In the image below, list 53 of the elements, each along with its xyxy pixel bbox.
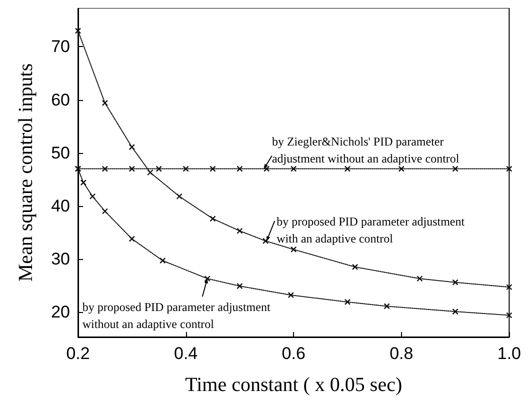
annotation: by proposed PID parameter adjustment without an adaptive control bbox=[82, 300, 271, 332]
x-axis-title: Time constant ( x 0.05 sec) bbox=[185, 374, 402, 396]
point bbox=[384, 303, 390, 310]
point bbox=[236, 282, 243, 290]
point bbox=[147, 169, 154, 176]
point bbox=[262, 238, 269, 244]
y-tick-label: 70 bbox=[51, 37, 70, 56]
point bbox=[288, 292, 294, 298]
annotation: by proposed PID parameter adjustment with an adaptive control bbox=[276, 214, 466, 246]
point bbox=[74, 28, 82, 34]
point bbox=[128, 236, 135, 242]
y-tick-label: 20 bbox=[51, 302, 70, 322]
point bbox=[452, 308, 458, 315]
point bbox=[156, 166, 162, 172]
point bbox=[128, 166, 135, 172]
point bbox=[176, 193, 182, 200]
point bbox=[102, 100, 108, 106]
point bbox=[80, 179, 86, 186]
point bbox=[506, 284, 512, 290]
point bbox=[210, 166, 216, 172]
point bbox=[204, 276, 210, 282]
point bbox=[236, 228, 243, 234]
point bbox=[452, 279, 458, 286]
y-tick-label: 30 bbox=[51, 249, 70, 268]
x-tick-label: 0.4 bbox=[174, 344, 198, 363]
y-tick-label: 60 bbox=[51, 90, 70, 110]
point bbox=[352, 264, 358, 270]
point bbox=[182, 166, 189, 172]
point bbox=[128, 144, 135, 150]
point bbox=[398, 166, 404, 172]
x-tick-label: 0.6 bbox=[282, 344, 306, 363]
point bbox=[236, 166, 243, 172]
point bbox=[210, 216, 216, 222]
point bbox=[344, 166, 351, 172]
point bbox=[290, 166, 297, 172]
point bbox=[452, 166, 458, 172]
point bbox=[416, 276, 423, 282]
point bbox=[344, 298, 351, 306]
x-tick-label: 1.0 bbox=[497, 344, 522, 363]
point bbox=[506, 166, 512, 172]
point bbox=[264, 166, 270, 172]
point bbox=[102, 166, 108, 172]
point bbox=[506, 312, 512, 318]
point bbox=[89, 193, 96, 200]
point bbox=[102, 208, 108, 214]
y-tick-label: 50 bbox=[51, 143, 70, 162]
point bbox=[290, 246, 297, 253]
y-axis-title: Mean square control inputs bbox=[15, 63, 37, 282]
annotation: by Ziegler&Nichols' PID parameter adjustment without an adaptive control bbox=[272, 134, 460, 166]
x-tick-label: 0.2 bbox=[66, 344, 90, 363]
y-tick-label: 40 bbox=[51, 196, 70, 216]
point bbox=[160, 257, 166, 264]
x-tick-label: 0.8 bbox=[390, 344, 414, 363]
